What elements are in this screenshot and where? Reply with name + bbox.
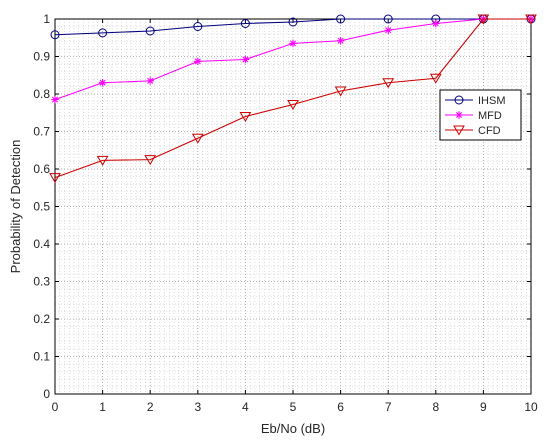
- x-tick-label: 1: [99, 400, 106, 414]
- data-point-mfd: [289, 39, 297, 48]
- legend-label: IHSM: [478, 95, 506, 107]
- data-point-cfd: [477, 14, 490, 25]
- data-point-cfd: [287, 100, 299, 110]
- y-tick-label: 0.5: [33, 200, 50, 214]
- data-point-cfd: [429, 73, 442, 84]
- x-tick-label: 4: [242, 400, 249, 414]
- y-tick-label: 0.3: [33, 275, 50, 289]
- data-point-cfd: [49, 173, 61, 184]
- y-tick-label: 1: [43, 12, 50, 26]
- series: [49, 14, 537, 184]
- series-ihsm: [50, 14, 536, 40]
- grid: [55, 19, 531, 394]
- series-cfd: [49, 14, 537, 184]
- data-point-cfd: [382, 78, 395, 89]
- y-tick-label: 0.8: [33, 87, 50, 101]
- legend-item-mfd: MFD: [445, 110, 502, 122]
- data-point-ihsm: [98, 28, 108, 38]
- legend-item-cfd: CFD: [445, 125, 501, 137]
- legend-label: MFD: [478, 110, 502, 122]
- data-point-cfd: [334, 86, 347, 97]
- data-point-cfd: [144, 155, 157, 166]
- data-point-cfd: [96, 155, 109, 166]
- x-axis-label: Eb/No (dB): [261, 421, 325, 436]
- data-point-ihsm: [240, 19, 250, 28]
- x-tick-label: 0: [52, 400, 59, 414]
- series-line-cfd: [54, 18, 531, 179]
- data-point-mfd: [336, 36, 345, 45]
- series-line-ihsm: [54, 18, 531, 36]
- legend-marker-cfd: [453, 125, 465, 136]
- data-point-mfd: [384, 26, 392, 35]
- data-point-mfd: [241, 55, 250, 64]
- y-tick-label: 0.9: [33, 50, 50, 64]
- x-tick-label: 10: [524, 400, 538, 414]
- data-point-mfd: [146, 77, 154, 85]
- data-point-ihsm: [145, 26, 155, 36]
- y-tick-label: 0.4: [33, 237, 50, 251]
- data-point-ihsm: [288, 17, 298, 27]
- legend-marker-ihsm: [454, 95, 464, 105]
- y-tick-label: 0.7: [33, 125, 50, 139]
- y-tick-label: 0.6: [33, 162, 50, 176]
- data-point-ihsm: [50, 30, 60, 40]
- x-tick-label: 6: [337, 400, 344, 414]
- legend: IHSM MFD CFD: [439, 89, 522, 141]
- x-tick-label: 2: [147, 400, 154, 414]
- data-point-cfd: [525, 14, 537, 25]
- data-point-cfd: [191, 133, 204, 144]
- data-point-mfd: [98, 78, 107, 87]
- data-point-cfd: [239, 112, 252, 122]
- x-tick-label: 7: [385, 400, 392, 414]
- axis-ticks: 0 1 2 3 4 5 6 7 8 9 10 0 0.1 0.2 0.3 0.4 0.5 0.6 0.7 0.8 0.9…: [33, 12, 538, 414]
- y-tick-label: 0.2: [33, 312, 50, 326]
- x-tick-label: 3: [194, 400, 201, 414]
- data-point-ihsm: [336, 14, 346, 24]
- data-point-mfd: [432, 19, 440, 28]
- data-point-ihsm: [193, 22, 203, 31]
- data-point-ihsm: [383, 14, 393, 24]
- legend-marker-mfd: [455, 111, 463, 119]
- y-axis-label: Probability of Detection: [8, 140, 23, 274]
- data-point-mfd: [194, 57, 202, 66]
- x-tick-label: 8: [432, 400, 439, 414]
- x-tick-label: 5: [290, 400, 297, 414]
- data-point-mfd: [51, 95, 59, 104]
- x-tick-label: 9: [480, 400, 487, 414]
- y-tick-label: 0: [43, 387, 50, 401]
- y-tick-label: 0.1: [33, 350, 50, 364]
- legend-label: CFD: [478, 125, 501, 137]
- legend-item-ihsm: IHSM: [445, 95, 506, 107]
